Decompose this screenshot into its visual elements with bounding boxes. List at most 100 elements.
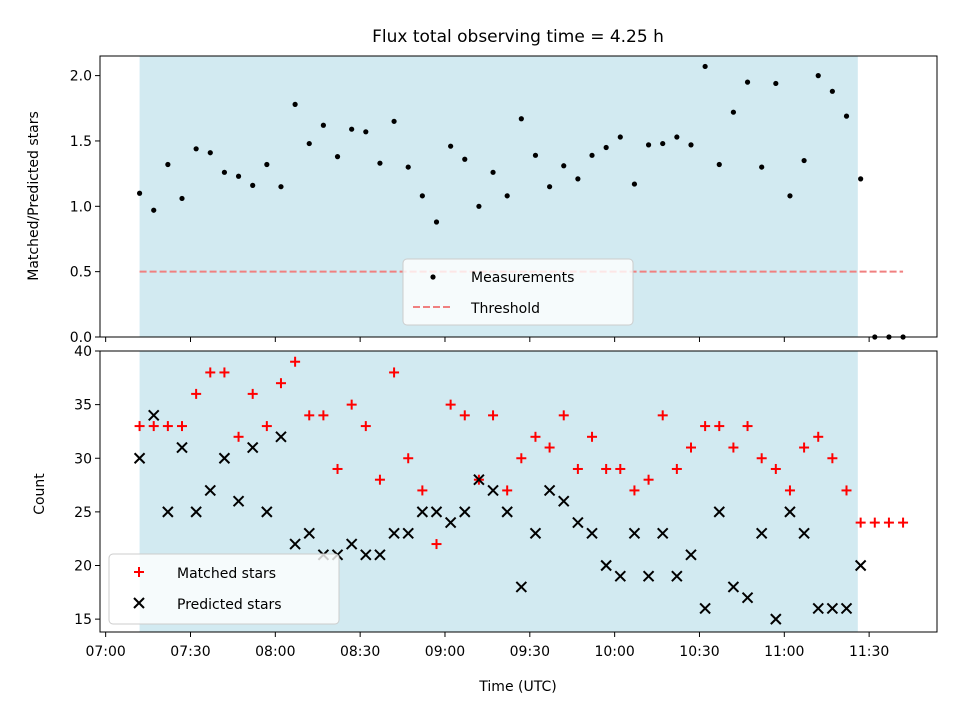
point-predicted-stars (246, 441, 259, 454)
point-matched-stars (516, 453, 527, 464)
y-tick-label: 1.0 (70, 199, 92, 215)
point-predicted-stars (854, 559, 867, 572)
point-measurements (843, 113, 850, 119)
point-matched-stars (770, 463, 781, 474)
point-predicted-stars (218, 452, 231, 464)
x-tick-label: 08:30 (340, 644, 380, 660)
point-matched-stars (530, 431, 541, 442)
point-matched-stars (261, 421, 272, 432)
top-panel: 0.0 0.5 1.0 1.5 2.0 Flux total observing tim… (26, 27, 938, 346)
point-predicted-stars (444, 516, 457, 529)
x-tick-label: 07:00 (85, 644, 125, 660)
point-measurements (136, 190, 143, 196)
point-matched-stars (459, 410, 470, 421)
point-matched-stars (445, 399, 456, 410)
point-matched-stars (601, 463, 612, 474)
point-predicted-stars (784, 506, 796, 518)
legend-marker-matched-stars (134, 567, 144, 577)
point-predicted-stars (473, 473, 485, 486)
x-tick-label: 10:30 (679, 644, 719, 660)
point-measurements (349, 126, 355, 132)
point-predicted-stars (162, 506, 174, 518)
point-measurements (561, 163, 567, 169)
point-measurements (334, 154, 341, 160)
point-measurements (419, 193, 425, 199)
point-matched-stars (657, 410, 668, 421)
point-matched-stars (643, 474, 654, 485)
point-matched-stars (233, 431, 244, 442)
point-matched-stars (219, 367, 230, 378)
bottom-x-axis-label: Time (UTC) (478, 679, 556, 695)
point-matched-stars (389, 367, 400, 378)
x-tick-label: 07:30 (170, 644, 210, 660)
point-measurements (250, 182, 256, 188)
point-predicted-stars (232, 495, 245, 507)
point-measurements (221, 169, 228, 175)
point-predicted-stars (148, 409, 160, 422)
point-measurements (801, 157, 807, 164)
bottom-axes-frame (99, 350, 938, 633)
y-tick-label: 2.0 (70, 69, 92, 85)
point-measurements (603, 144, 609, 151)
point-matched-stars (898, 517, 909, 528)
point-predicted-stars (374, 549, 386, 561)
point-matched-stars (205, 367, 216, 378)
point-matched-stars (700, 421, 711, 432)
point-measurements (433, 219, 440, 225)
point-measurements (744, 79, 751, 85)
bottom-panel: 15 20 25 30 35 40 07:00 07:30 08:00 08:30 09:00 09… (32, 344, 938, 695)
y-tick-label: 40 (74, 344, 92, 360)
point-predicted-stars (416, 506, 429, 518)
point-measurements (674, 134, 680, 140)
point-measurements (617, 134, 623, 140)
point-matched-stars (799, 442, 810, 453)
point-matched-stars (883, 517, 894, 528)
top-y-axis-label: Matched/Predicted stars (26, 111, 42, 281)
x-tick-label: 11:00 (764, 644, 804, 660)
point-measurements (490, 169, 496, 175)
point-predicted-stars (133, 452, 146, 464)
y-tick-label: 30 (74, 451, 92, 467)
y-tick-label: 20 (74, 559, 92, 575)
point-measurements (207, 150, 213, 156)
point-predicted-stars (600, 559, 612, 572)
point-predicted-stars (204, 484, 216, 497)
point-matched-stars (813, 431, 824, 442)
point-matched-stars (869, 517, 880, 528)
point-measurements (278, 184, 284, 190)
point-predicted-stars (515, 581, 528, 593)
point-measurements (858, 176, 864, 182)
point-measurements (688, 142, 694, 148)
x-tick-label: 08:00 (255, 644, 295, 660)
point-measurements (151, 207, 157, 213)
point-matched-stars (148, 421, 159, 432)
point-measurements (631, 181, 638, 187)
point-measurements (518, 116, 524, 122)
point-measurements (377, 160, 383, 166)
point-matched-stars (403, 453, 414, 464)
point-measurements (264, 161, 270, 168)
point-matched-stars (304, 410, 315, 421)
bottom-x-ticks: 07:00 07:30 08:00 08:30 09:00 09:30 10:00 10:30… (85, 632, 889, 660)
point-matched-stars (247, 388, 258, 399)
point-matched-stars (714, 421, 725, 432)
point-matched-stars (502, 485, 513, 496)
point-matched-stars (629, 485, 640, 496)
bottom-legend: Matched stars Predicted stars (108, 553, 340, 625)
point-matched-stars (360, 421, 371, 432)
bottom-plot-area (133, 356, 909, 625)
point-measurements (589, 152, 595, 158)
point-matched-stars (756, 453, 767, 464)
bottom-y-axis-label: Count (32, 473, 48, 515)
point-matched-stars (841, 485, 852, 496)
point-measurements (320, 122, 326, 128)
point-predicted-stars (345, 538, 358, 550)
point-matched-stars (290, 356, 301, 367)
point-matched-stars (544, 442, 555, 453)
point-predicted-stars (755, 527, 768, 540)
point-predicted-stars (388, 527, 400, 540)
point-matched-stars (177, 421, 188, 432)
point-matched-stars (855, 517, 866, 528)
point-matched-stars (827, 453, 838, 464)
